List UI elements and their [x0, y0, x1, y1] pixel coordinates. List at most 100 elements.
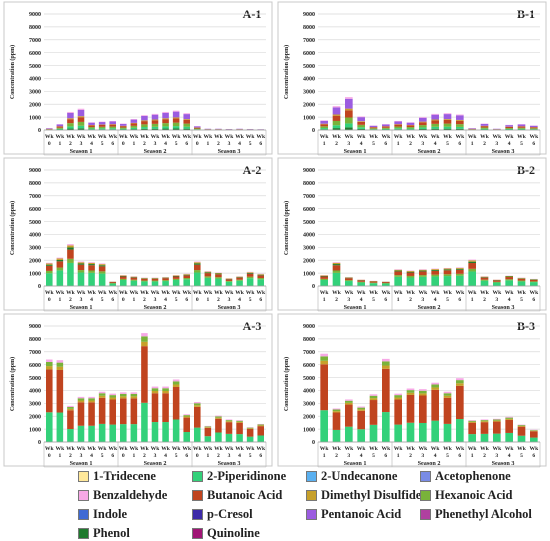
- bar-segment: [67, 259, 74, 263]
- bar-segment: [505, 128, 513, 129]
- bar-segment: [320, 124, 328, 126]
- bar-segment: [320, 280, 328, 286]
- bar-segment: [67, 429, 74, 442]
- x-tick-label: Wk: [455, 290, 465, 296]
- bar-segment: [320, 410, 328, 442]
- bar-segment: [194, 403, 201, 405]
- x-tick-label: 6: [185, 141, 188, 147]
- x-tick-label: 6: [532, 453, 535, 459]
- legend-swatch: [420, 490, 431, 501]
- bar-segment: [173, 379, 180, 381]
- bar-segment: [46, 263, 53, 264]
- legend-item: Hexanoic Acid: [420, 487, 512, 503]
- y-tick-label: 2000: [29, 102, 41, 108]
- x-tick-label: 1: [58, 297, 61, 303]
- bar-segment: [78, 265, 85, 270]
- bar-segment: [456, 380, 464, 383]
- legend-swatch: [306, 509, 317, 520]
- bar-segment: [333, 107, 341, 114]
- bar-segment: [370, 282, 378, 283]
- x-tick-label: 4: [238, 453, 241, 459]
- bar-segment: [141, 342, 148, 346]
- bar-segment: [370, 283, 378, 286]
- x-tick-label: 6: [384, 453, 387, 459]
- season-label: Season 1: [70, 304, 93, 311]
- legend-item: p-Cresol: [192, 506, 253, 522]
- bar-segment: [493, 282, 501, 286]
- bar-segment: [205, 276, 212, 277]
- bar-segment: [419, 277, 427, 286]
- x-tick-label: 1: [58, 453, 61, 459]
- x-tick-label: 6: [458, 141, 461, 147]
- bar-segment: [141, 124, 148, 127]
- x-tick-label: 4: [360, 453, 363, 459]
- bar-segment: [67, 250, 74, 259]
- bar-segment: [99, 263, 106, 264]
- bar-segment: [99, 266, 106, 271]
- legend-item: 2-Undecanone: [306, 468, 397, 484]
- x-tick-label: 0: [48, 297, 51, 303]
- x-tick-label: 0: [122, 453, 125, 459]
- bar-segment: [67, 123, 74, 126]
- bar-segment: [183, 279, 190, 286]
- y-tick-label: 1000: [29, 271, 41, 277]
- bar-segment: [205, 426, 212, 427]
- bar-segment: [57, 128, 64, 129]
- x-tick-label: Wk: [256, 446, 266, 452]
- x-tick-label: Wk: [431, 134, 441, 140]
- bar-segment: [382, 128, 390, 129]
- x-tick-label: Wk: [45, 134, 55, 140]
- bar-segment: [456, 127, 464, 129]
- bar-segment: [394, 399, 402, 424]
- bar-segment: [481, 126, 489, 127]
- x-tick-label: 1: [397, 297, 400, 303]
- bar-segment: [78, 397, 85, 398]
- x-tick-label: Wk: [357, 446, 367, 452]
- bar-segment: [320, 126, 328, 128]
- bar-segment: [518, 281, 526, 282]
- bar-segment: [357, 280, 365, 281]
- bar-segment: [456, 274, 464, 276]
- bar-segment: [46, 266, 53, 271]
- bar-segment: [236, 421, 243, 422]
- y-tick-label: 8000: [303, 337, 315, 343]
- bar-segment: [419, 389, 427, 391]
- x-tick-label: Wk: [66, 446, 76, 452]
- x-tick-label: Wk: [55, 290, 65, 296]
- y-tick-label: 1000: [303, 115, 315, 121]
- x-tick-label: 2: [409, 453, 412, 459]
- legend-label: Phenol: [93, 526, 130, 540]
- bar-segment: [407, 273, 415, 276]
- bar-segment: [370, 126, 378, 127]
- x-tick-label: Wk: [45, 446, 55, 452]
- bar-segment: [481, 422, 489, 434]
- bar-segment: [481, 280, 489, 281]
- bar-segment: [46, 360, 53, 362]
- bar-segment: [141, 336, 148, 341]
- bar-segment: [505, 129, 513, 130]
- bar-segment: [333, 121, 341, 125]
- x-tick-label: Wk: [235, 446, 245, 452]
- bar-segment: [468, 420, 476, 421]
- bar-segment: [162, 123, 169, 126]
- bar-segment: [226, 279, 233, 281]
- x-tick-label: Wk: [151, 446, 161, 452]
- x-tick-label: Wk: [320, 134, 330, 140]
- x-tick-label: 2: [69, 297, 72, 303]
- legend-item: Acetophenone: [420, 468, 511, 484]
- bar-segment: [468, 260, 476, 261]
- bar-segment: [88, 128, 95, 129]
- x-tick-label: Wk: [394, 290, 404, 296]
- x-tick-label: Wk: [517, 290, 527, 296]
- bar-segment: [141, 333, 148, 336]
- bar-segment: [257, 426, 264, 435]
- bar-segment: [407, 393, 415, 395]
- bar-segment: [141, 403, 148, 442]
- bar-segment: [194, 129, 201, 130]
- bar-segment: [78, 402, 85, 425]
- bar-segment: [345, 97, 353, 99]
- bar-segment: [518, 128, 526, 129]
- x-tick-label: Wk: [344, 290, 354, 296]
- bar-segment: [444, 120, 452, 124]
- bar-segment: [394, 277, 402, 286]
